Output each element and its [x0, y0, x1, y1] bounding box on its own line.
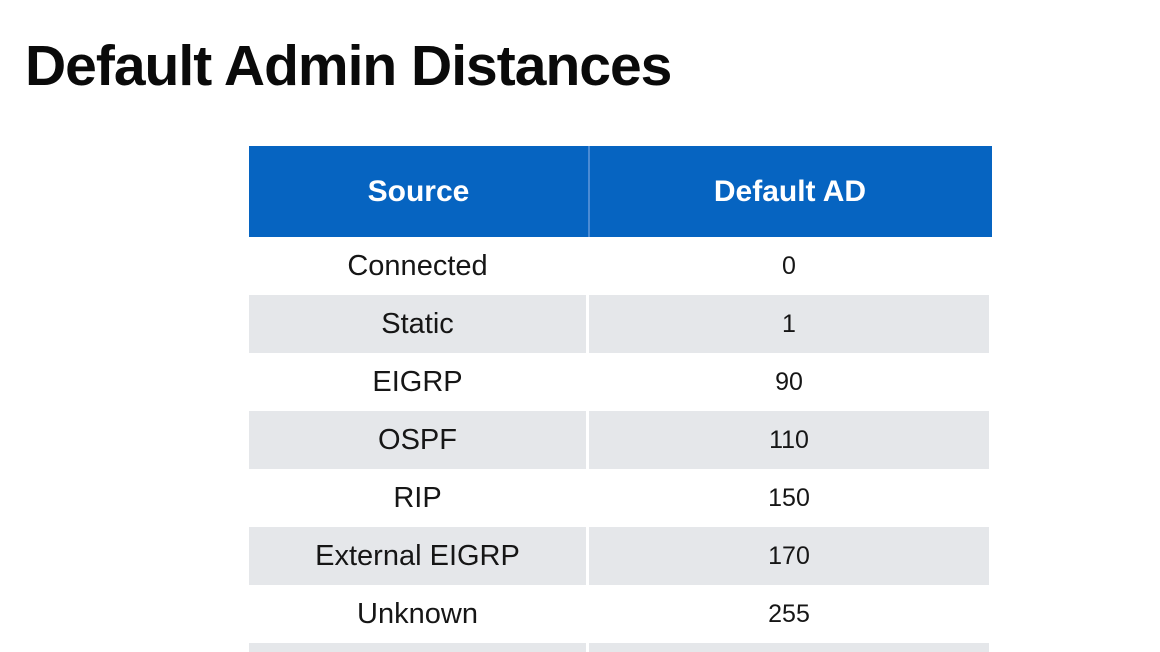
partial-next-row — [249, 643, 992, 652]
default-ad-cell: 150 — [589, 469, 989, 527]
column-header-default-ad: Default AD — [713, 174, 867, 208]
partial-source-cell — [249, 643, 589, 652]
default-ad-cell: 0 — [589, 237, 989, 295]
default-ad-cell: 110 — [589, 411, 989, 469]
table-row: Connected 0 — [249, 237, 992, 295]
source-cell: Static — [249, 295, 589, 353]
default-ad-cell: 255 — [589, 585, 989, 643]
source-cell: OSPF — [249, 411, 589, 469]
table-body: Connected 0 Static 1 EIGRP 90 OSPF 110 RIP 150 Ext… — [249, 237, 992, 643]
source-cell: Unknown — [249, 585, 589, 643]
partial-ad-cell — [589, 643, 989, 652]
page-title: Default Admin Distances — [25, 34, 672, 98]
default-ad-cell: 170 — [589, 527, 989, 585]
source-cell: External EIGRP — [249, 527, 589, 585]
default-ad-cell: 1 — [589, 295, 989, 353]
admin-distance-table: Source Default AD Connected 0 Static 1 EIGRP… — [249, 146, 992, 652]
column-header-source: Source — [249, 146, 590, 237]
table-header-row: Source Default AD — [249, 146, 992, 237]
table-row: EIGRP 90 — [249, 353, 992, 411]
table-row: Static 1 — [249, 295, 992, 353]
table-row: RIP 150 — [249, 469, 992, 527]
table-row: Unknown 255 — [249, 585, 992, 643]
source-cell: RIP — [249, 469, 589, 527]
table-row: OSPF 110 — [249, 411, 992, 469]
source-cell: Connected — [249, 237, 589, 295]
source-cell: EIGRP — [249, 353, 589, 411]
table-row: External EIGRP 170 — [249, 527, 992, 585]
default-ad-cell: 90 — [589, 353, 989, 411]
